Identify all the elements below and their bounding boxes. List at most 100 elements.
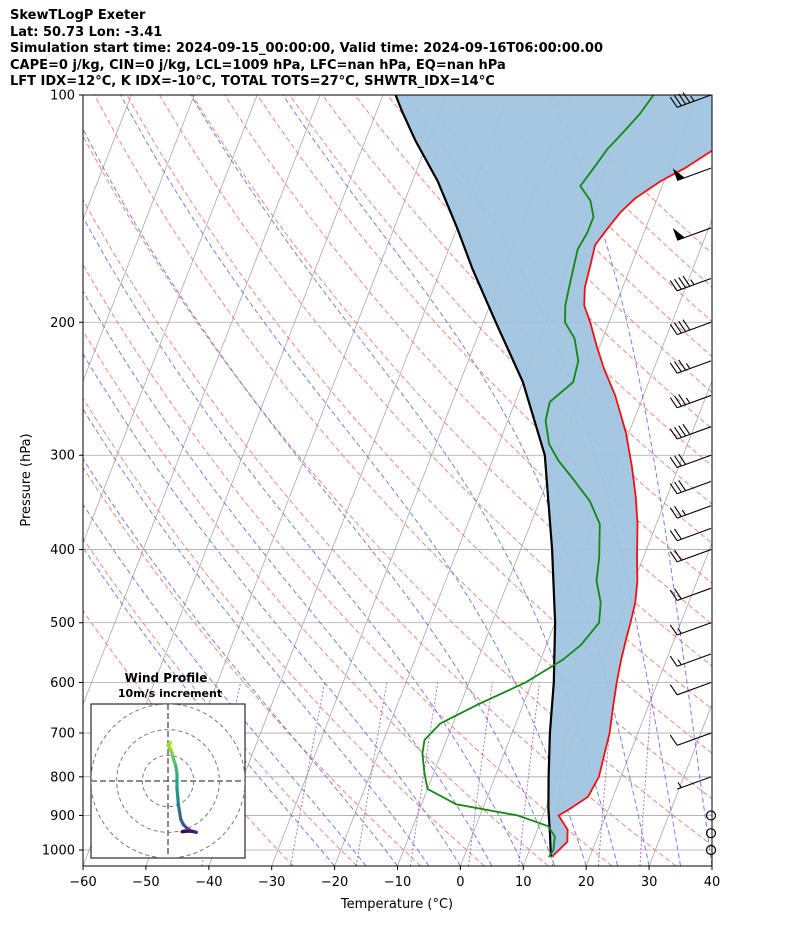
hodograph-subtitle: 10m/s increment [118,687,222,700]
isotherm [711,864,712,866]
dry-adiabat [93,95,712,800]
axes: −60 −50 −40 −30 −20 −10 0 10 20 30 40 100 200 300 400 5… [42,89,720,891]
y-tick-label: 400 [50,543,75,558]
moist-adiabat [83,503,367,866]
isotherm [83,95,321,706]
cin-region [395,95,712,857]
isotherm [83,95,195,383]
wind-barb [669,394,712,409]
location-line: Lat: 50.73 Lon: -3.41 [10,24,163,40]
y-tick-label: 900 [50,809,75,824]
y-tick-label: 600 [50,676,75,691]
wind-barb [672,167,712,181]
dry-adiabat [159,95,712,710]
wind-barb [669,653,712,667]
y-tick-label: 700 [50,727,75,742]
mixing-ratio-line [639,682,654,866]
x-tick-label: −40 [195,875,222,890]
y-tick-label: 100 [50,89,75,104]
moist-adiabat [83,290,493,866]
hodograph-trace [166,740,198,834]
x-tick-label: −20 [321,875,348,890]
wind-barb [669,505,712,519]
mixing-ratio-line [468,682,493,866]
wind-barb [669,732,712,746]
isotherm [585,541,712,866]
x-tick-label: 0 [456,875,464,890]
x-axis-label: Temperature (°C) [340,897,453,912]
y-tick-label: 300 [50,449,75,464]
dry-adiabat [191,95,712,667]
profile-layer [394,95,712,858]
wind-barb [669,319,712,336]
wind-barb [705,810,717,821]
wind-barb [669,359,712,374]
wind-barb [669,423,712,440]
isotherm [0,95,6,866]
dry-adiabat [387,95,712,430]
mixing-ratio-line [409,682,439,866]
dry-adiabat [83,198,677,866]
moist-adiabat [190,95,619,866]
wind-barb [669,275,712,292]
moist-adiabat [83,457,398,866]
wind-barb [705,844,717,856]
hodograph-title: Wind Profile [125,671,208,685]
dewpoint-line [421,95,655,858]
cape-line: CAPE=0 j/kg, CIN=0 j/kg, LCL=1009 hPa, L… [10,57,506,73]
wind-barb [669,587,712,602]
moist-adiabat [83,353,461,866]
moist-adiabat [547,95,712,866]
x-tick-label: −60 [69,875,96,890]
dry-adiabat [83,466,422,866]
wind-barb [669,622,712,636]
y-tick-label: 200 [50,316,75,331]
moist-adiabat [405,95,681,866]
dry-adiabat [83,329,549,866]
index-line: LFT IDX=12°C, K IDX=-10°C, TOTAL TOTS=27… [10,74,495,89]
x-tick-label: 40 [704,875,721,890]
dry-adiabat [256,95,712,584]
x-tick-label: −50 [132,875,159,890]
dry-adiabat [83,537,358,866]
isotherm [0,95,69,866]
dry-adiabat [83,134,712,846]
temperature-line [551,149,712,858]
x-tick-label: 20 [578,875,595,890]
y-tick-label: 500 [50,616,75,631]
dry-adiabat [224,95,712,625]
isotherm [83,95,258,544]
hodograph-segment [180,829,188,834]
mixing-ratio-line [290,682,326,866]
hodograph-grid [91,704,245,858]
isotherm [648,703,712,866]
y-tick-label: 800 [50,770,75,785]
wind-barb [669,527,712,542]
parcel-line [394,95,557,857]
moist-adiabat [83,128,556,866]
wind-barb [672,227,712,241]
wind-barb [705,828,717,839]
wind-barb [676,776,712,790]
wind-barb [669,480,712,495]
wind-barb [669,453,712,469]
y-axis-label: Pressure (hPa) [19,433,34,526]
wind-barb [669,92,712,108]
dry-adiabat [83,397,485,866]
moist-adiabat [120,95,587,866]
wind-barbs [669,92,717,856]
moist-adiabat [83,408,430,866]
dry-adiabat [126,95,712,754]
moist-adiabat [83,546,335,866]
x-tick-label: −30 [258,875,285,890]
x-tick-label: 30 [641,875,658,890]
plot-area: −60 −50 −40 −30 −20 −10 0 10 20 30 40 100 200 300 400 5… [0,89,720,913]
hodograph: Wind Profile 10m/s increment [90,671,246,859]
x-tick-label: −10 [384,875,411,890]
chart-header: SkewTLogP Exeter Lat: 50.73 Lon: -3.41 S… [10,8,603,91]
wind-barb [669,549,712,563]
wind-barb [669,681,712,696]
chart-title: SkewTLogP Exeter [10,8,146,23]
time-line: Simulation start time: 2024-09-15_00:00:… [10,41,603,56]
